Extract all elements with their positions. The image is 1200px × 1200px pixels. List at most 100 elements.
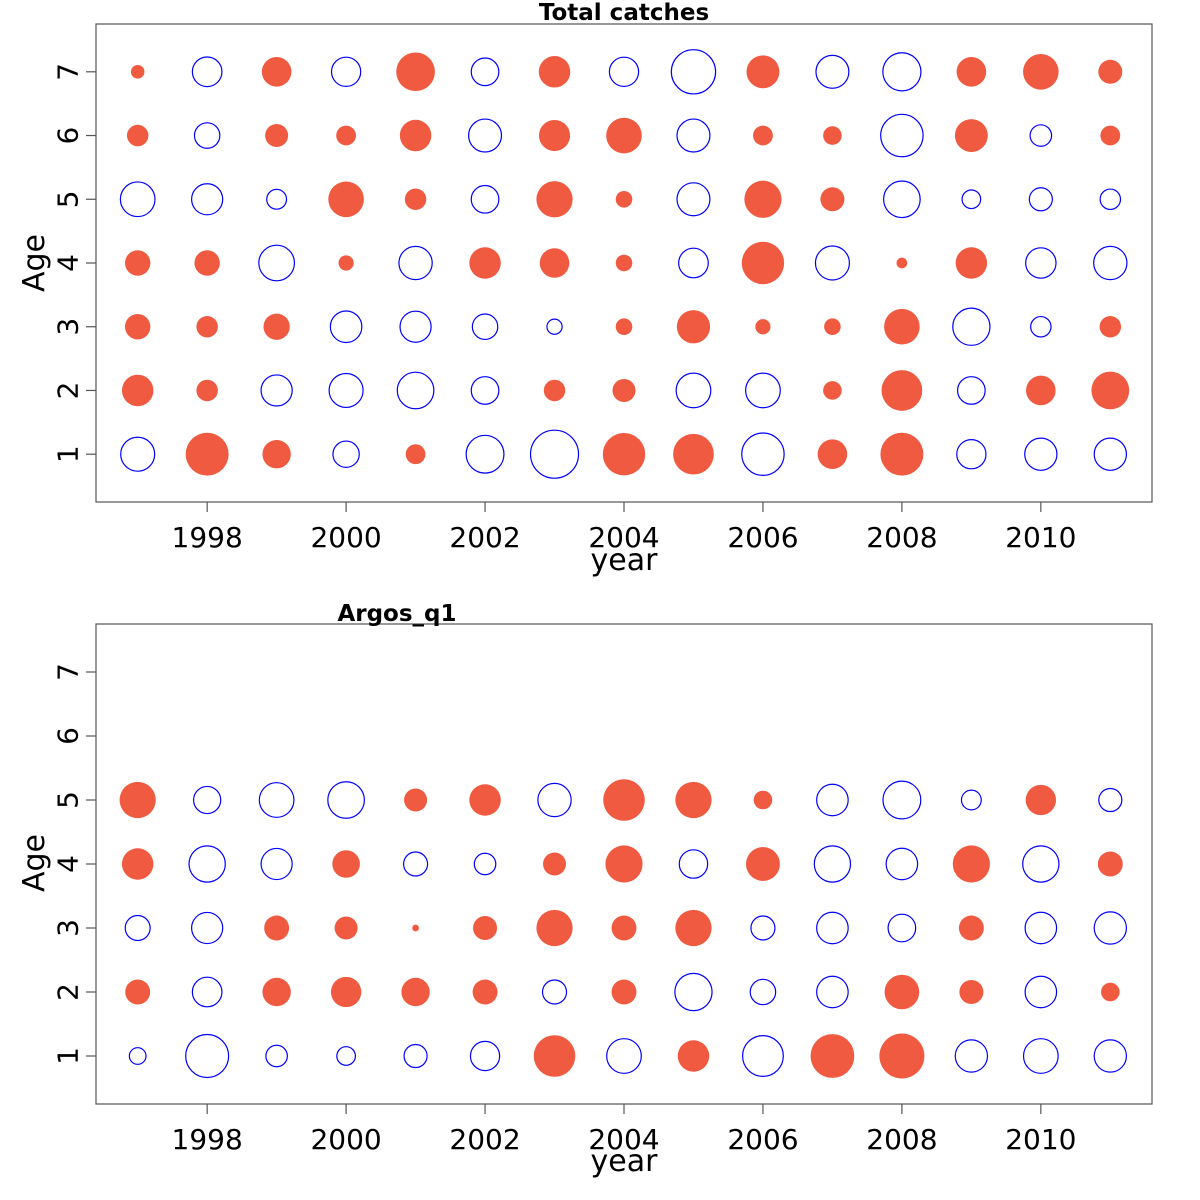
bubble <box>185 432 229 476</box>
bubble <box>402 851 429 877</box>
bubble <box>746 55 780 89</box>
bubble <box>612 378 636 402</box>
bubble <box>956 439 987 470</box>
bubble <box>469 784 501 816</box>
x-tick-label: 1998 <box>172 521 243 554</box>
bubble <box>465 434 505 474</box>
bubble <box>884 308 920 345</box>
bubble <box>755 319 771 335</box>
panel-title: Argos_q1 <box>337 601 456 627</box>
x-tick-label: 2004 <box>588 521 659 554</box>
bubble <box>403 1043 428 1069</box>
bubble <box>608 56 640 88</box>
y-axis: 1 2 3 4 5 6 7 <box>52 663 96 1065</box>
bubble <box>196 379 218 402</box>
bubble <box>1030 315 1052 338</box>
bubble <box>130 65 145 79</box>
bubble <box>958 915 984 941</box>
bubble <box>882 780 922 820</box>
x-tick-label: 2008 <box>866 521 937 554</box>
bubble <box>260 374 293 407</box>
y-tick-label: 3 <box>52 919 85 937</box>
x-tick-label: 2002 <box>449 521 520 554</box>
bubble <box>1091 371 1130 410</box>
x-tick-label: 2010 <box>1005 521 1076 554</box>
bubble <box>1024 437 1058 471</box>
bubble <box>954 119 988 152</box>
bubble <box>676 182 711 217</box>
x-tick-label: 2000 <box>310 521 381 554</box>
bubble <box>194 250 220 276</box>
bubble <box>468 118 503 153</box>
bubble <box>677 1040 710 1072</box>
bubble <box>128 1047 147 1065</box>
bubble <box>538 56 571 88</box>
y-tick-label: 6 <box>52 127 85 145</box>
x-axis-title: year <box>591 543 659 578</box>
bubble <box>265 1044 288 1068</box>
bubble <box>258 782 295 818</box>
bubble <box>956 57 987 87</box>
bubble <box>675 781 712 819</box>
bubble <box>473 916 498 940</box>
bubble <box>605 845 643 883</box>
x-axis-title: year <box>591 1144 659 1179</box>
bubble <box>327 781 365 819</box>
bubble <box>328 181 364 218</box>
bubble <box>470 57 500 87</box>
bubble <box>1024 911 1058 945</box>
bubble <box>744 180 782 218</box>
bubble <box>193 122 221 149</box>
bubble <box>191 976 223 1008</box>
bubble <box>537 782 572 818</box>
bubble <box>603 779 645 821</box>
x-tick-label: 2008 <box>866 1123 937 1156</box>
bubble <box>1093 245 1128 281</box>
bubble <box>1100 125 1121 146</box>
bubble <box>960 789 982 811</box>
bubble <box>121 374 154 407</box>
bubble <box>753 125 773 146</box>
bubble <box>676 310 711 344</box>
y-tick-label: 2 <box>52 382 85 400</box>
y-tick-label: 6 <box>52 727 85 745</box>
bubble <box>955 247 988 279</box>
x-axis: 1998 2000 2002 2004 2006 2008 2010 <box>172 502 1076 554</box>
bubble <box>329 310 363 344</box>
bubble <box>539 248 570 278</box>
bubble <box>1026 375 1056 406</box>
y-axis-title: Age <box>17 234 52 292</box>
bubble <box>191 911 224 945</box>
bubble <box>1097 851 1123 877</box>
bubble <box>191 183 224 216</box>
bubble <box>615 190 633 208</box>
bubble <box>196 316 218 338</box>
bubble <box>536 909 573 947</box>
bubble <box>119 781 156 819</box>
bubble <box>471 313 499 341</box>
bubble <box>473 852 497 876</box>
y-tick-label: 3 <box>52 318 85 336</box>
bubble <box>1093 911 1128 945</box>
bubble <box>883 180 921 219</box>
bubble <box>602 433 646 476</box>
y-tick-label: 5 <box>52 791 85 809</box>
bubble <box>816 911 849 945</box>
bubble <box>896 257 908 269</box>
bubble <box>810 1034 855 1078</box>
panel-total-catches: Total catches year Age 1998 2000 2002 2004 2… <box>17 0 1153 578</box>
panel-title: Total catches <box>539 0 709 26</box>
bubble <box>1093 1039 1128 1073</box>
bubble <box>1028 187 1053 212</box>
bubble <box>885 847 919 881</box>
bubble <box>1024 975 1058 1009</box>
bubble <box>753 790 773 810</box>
bubble <box>126 124 149 147</box>
bubble <box>266 188 288 210</box>
bubble <box>336 125 357 146</box>
bubble <box>1098 59 1123 84</box>
bubble <box>816 975 849 1009</box>
bubble <box>959 980 984 1004</box>
bubble <box>1099 316 1122 338</box>
bubble <box>330 56 362 88</box>
